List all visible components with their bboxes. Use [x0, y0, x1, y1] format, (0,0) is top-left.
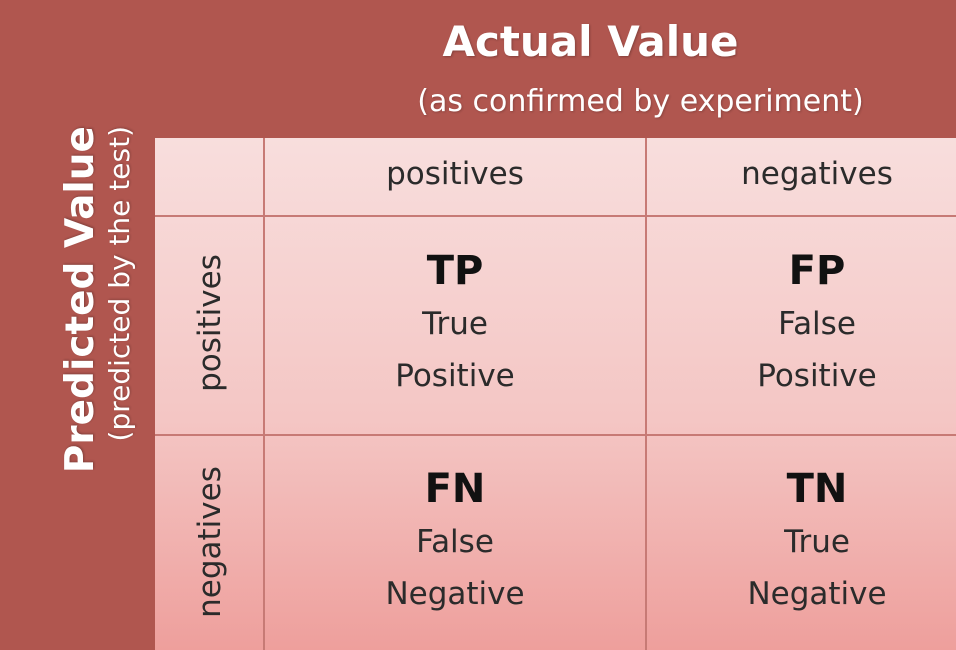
- fn-abbr: FN: [424, 466, 486, 512]
- grid-line-v1: [263, 138, 265, 650]
- column-header-positives: positives: [386, 156, 524, 192]
- predicted-value-label: Predicted Value (predicted by the test): [0, 126, 155, 650]
- tn-line2: Negative: [747, 576, 887, 612]
- predicted-value-title: Predicted Value: [58, 126, 103, 474]
- fn-line1: False: [416, 524, 494, 560]
- column-header-negatives: negatives: [741, 156, 893, 192]
- cell-true-positive: TP True Positive: [265, 244, 645, 402]
- grid-line-h1: [155, 215, 956, 217]
- actual-value-subtitle: (as confirmed by experiment): [417, 84, 864, 119]
- tp-line2: Positive: [395, 358, 515, 394]
- grid-line-v2: [645, 138, 647, 650]
- tn-line1: True: [784, 524, 850, 560]
- cell-true-negative: TN True Negative: [647, 462, 956, 620]
- fp-line1: False: [778, 306, 856, 342]
- cell-false-negative: FN False Negative: [265, 462, 645, 620]
- fp-abbr: FP: [788, 248, 846, 294]
- matrix-grid: positives negatives positives negatives …: [155, 138, 956, 650]
- cell-false-positive: FP False Positive: [647, 244, 956, 402]
- row-header-negatives: negatives: [192, 466, 228, 618]
- tp-abbr: TP: [426, 248, 484, 294]
- fn-line2: Negative: [385, 576, 525, 612]
- grid-line-h2: [155, 434, 956, 436]
- fp-line2: Positive: [757, 358, 877, 394]
- predicted-value-subtitle: (predicted by the test): [103, 126, 136, 442]
- tp-line1: True: [422, 306, 488, 342]
- actual-value-title: Actual Value: [442, 17, 739, 66]
- tn-abbr: TN: [786, 466, 848, 512]
- row-header-positives: positives: [192, 254, 228, 392]
